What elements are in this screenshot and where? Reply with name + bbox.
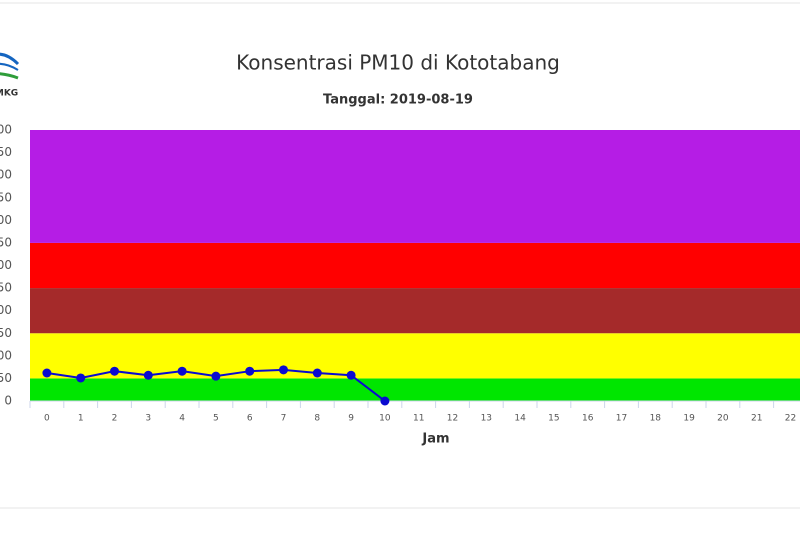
data-point [110, 366, 119, 376]
data-point [143, 370, 153, 380]
x-tick-label: 0 [44, 414, 50, 424]
plot-band [30, 378, 800, 401]
x-tick-label: 20 [717, 414, 729, 424]
y-tick-label: 50 [0, 371, 12, 385]
plot-band [30, 130, 800, 243]
logo-arc [0, 72, 19, 80]
y-tick-label: 400 [0, 213, 12, 227]
x-tick-label: 17 [616, 414, 627, 424]
y-tick-label: 200 [0, 303, 12, 317]
logo-text: BMKG [0, 89, 18, 99]
x-tick-label: 10 [379, 414, 391, 424]
x-tick-label: 5 [213, 414, 219, 424]
chart-subtitle: Tanggal: 2019-08-19 [323, 93, 473, 108]
y-tick-label: 450 [0, 190, 12, 204]
x-axis-title: Jam [421, 432, 449, 447]
data-point [211, 371, 221, 381]
x-tick-label: 3 [145, 414, 151, 424]
y-tick-label: 0 [4, 394, 12, 408]
x-tick-label: 11 [413, 414, 424, 424]
chart-title: Konsentrasi PM10 di Kototabang [236, 51, 560, 75]
y-tick-label: 300 [0, 258, 12, 272]
y-tick-label: 150 [0, 326, 12, 340]
x-tick-label: 16 [582, 414, 594, 424]
logo: BMKG [0, 52, 20, 99]
y-tick-label: 550 [0, 145, 12, 159]
plot-band [30, 288, 800, 334]
x-tick-label: 8 [314, 414, 320, 424]
x-tick-label: 18 [650, 414, 662, 424]
x-tick-label: 15 [548, 414, 559, 424]
x-tick-label: 14 [514, 414, 526, 424]
x-tick-label: 19 [683, 414, 695, 424]
plot-band [30, 242, 800, 289]
x-tick-label: 21 [751, 414, 762, 424]
data-point [42, 368, 52, 378]
x-tick-label: 9 [348, 414, 354, 424]
logo-arc [0, 52, 20, 66]
y-tick-label: 250 [0, 281, 12, 295]
logo-arc [0, 62, 19, 71]
plot-band [30, 333, 800, 379]
x-tick-label: 4 [179, 414, 185, 424]
data-point [245, 366, 255, 376]
data-point [312, 368, 322, 378]
x-tick-label: 1 [78, 414, 84, 424]
y-tick-label: 350 [0, 235, 12, 249]
data-point [346, 370, 356, 380]
x-tick-label: 6 [247, 414, 253, 424]
data-point [279, 365, 288, 375]
y-tick-label: 500 [0, 168, 12, 182]
x-tick-label: 13 [481, 414, 492, 424]
x-tick-label: 2 [112, 414, 118, 424]
x-tick-label: 7 [281, 414, 287, 424]
y-tick-label: 100 [0, 348, 12, 362]
data-point [177, 366, 187, 376]
x-tick-label: 12 [447, 414, 458, 424]
data-point [380, 396, 390, 406]
y-tick-label: 600 [0, 123, 12, 137]
data-point [76, 373, 86, 383]
x-tick-label: 22 [785, 414, 796, 424]
